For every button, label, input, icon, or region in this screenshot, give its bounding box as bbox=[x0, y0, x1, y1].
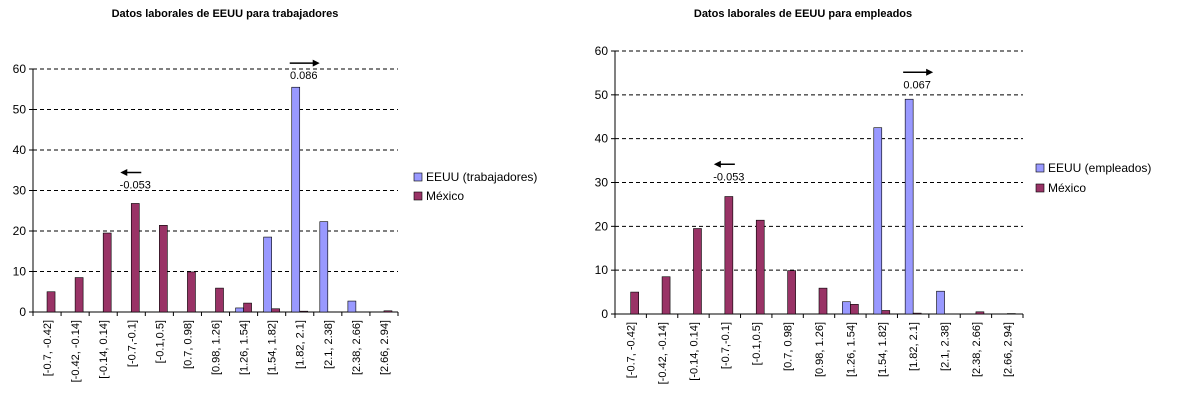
chart-trabajadores-svg: Datos laborales de EEUU para trabajadore… bbox=[13, 8, 538, 382]
bar-series-2 bbox=[46, 291, 56, 313]
y-tick-label: 30 bbox=[13, 184, 27, 198]
arrowhead-left-icon bbox=[713, 160, 721, 168]
x-tick-label: [0.7, 0.98] bbox=[783, 322, 795, 371]
bar-series-2 bbox=[850, 304, 859, 315]
x-tick-label: [-0.7, -0.42] bbox=[42, 320, 54, 376]
x-tick-label: [-0.42, -0.14] bbox=[70, 320, 82, 382]
legend-label: México bbox=[1048, 181, 1086, 195]
x-tick-label: [-0.42, -0.14] bbox=[657, 322, 669, 384]
bar-series-2 bbox=[74, 277, 84, 313]
x-tick-label: [-0.14, 0.14] bbox=[688, 322, 700, 381]
x-tick-label: [-0.14, 0.14] bbox=[98, 320, 110, 379]
chart-title: Datos laborales de EEUU para trabajadore… bbox=[112, 8, 339, 20]
x-tick-label: [-0.7,-0.1] bbox=[720, 322, 732, 369]
arrowhead-left-icon bbox=[120, 168, 128, 176]
y-tick-label: 10 bbox=[595, 263, 609, 277]
x-tick-label: [0.98, 1.26] bbox=[211, 320, 223, 375]
y-tick-label: 0 bbox=[19, 305, 26, 319]
bar-series-1 bbox=[291, 86, 301, 313]
bar-series-1 bbox=[904, 98, 914, 315]
y-tick-label: 40 bbox=[13, 143, 27, 157]
y-tick-label: 60 bbox=[595, 44, 609, 58]
y-tick-label: 20 bbox=[595, 219, 609, 233]
bar-series-2 bbox=[299, 310, 309, 313]
bar-series-2 bbox=[630, 291, 639, 315]
bar-series-2 bbox=[818, 287, 828, 315]
arrowhead-right-icon bbox=[312, 59, 320, 67]
bar-series-2 bbox=[159, 225, 168, 313]
bar-series-1 bbox=[936, 290, 945, 315]
arrowhead-right-icon bbox=[926, 68, 934, 76]
legend-label: EEUU (empleados) bbox=[1048, 161, 1151, 175]
y-tick-label: 40 bbox=[595, 132, 609, 146]
x-tick-label: [1.26, 1.54] bbox=[239, 320, 251, 375]
x-tick-label: [1.82, 2.1] bbox=[295, 320, 307, 369]
bar-series-2 bbox=[187, 271, 196, 313]
bar-series-2 bbox=[755, 219, 765, 315]
bar-series-2 bbox=[271, 308, 280, 313]
bar-series-1 bbox=[263, 236, 272, 313]
bar-series-2 bbox=[102, 232, 112, 313]
annotation-label: -0.053 bbox=[120, 179, 151, 191]
y-tick-label: 50 bbox=[13, 103, 27, 117]
bar-series-1 bbox=[842, 301, 851, 315]
x-tick-label: [2.38, 2.66] bbox=[971, 322, 983, 377]
bar-series-2 bbox=[724, 196, 734, 315]
bar-series-2 bbox=[975, 311, 985, 315]
chart-empleados-svg: Datos laborales de EEUU para empleados 0 1… bbox=[595, 8, 1152, 384]
bar-series-1 bbox=[347, 300, 357, 313]
bar-series-2 bbox=[243, 302, 252, 313]
bar-series-2 bbox=[215, 287, 224, 313]
chart-empleados: Datos laborales de EEUU para empleados 0 1… bbox=[590, 0, 1178, 405]
x-tick-label: [-0.1,0.5] bbox=[154, 320, 166, 363]
x-tick-label: [1.82, 2.1] bbox=[908, 322, 920, 371]
x-tick-label: [-0.7, -0.42] bbox=[626, 322, 638, 378]
x-tick-label: [-0.7,-0.1] bbox=[126, 320, 138, 367]
bar-series-2 bbox=[693, 228, 702, 315]
bar-series-2 bbox=[661, 276, 671, 315]
x-tick-label: [1.54, 1.82] bbox=[877, 322, 889, 377]
y-tick-label: 0 bbox=[601, 307, 608, 321]
legend-swatch bbox=[413, 172, 423, 182]
x-tick-label: [2.1, 2.38] bbox=[323, 320, 335, 369]
x-tick-label: [0.98, 1.26] bbox=[814, 322, 826, 377]
bar-series-2 bbox=[912, 312, 922, 315]
legend-swatch bbox=[1035, 163, 1045, 173]
x-tick-label: [1.26, 1.54] bbox=[845, 322, 857, 377]
x-tick-label: [2.1, 2.38] bbox=[940, 322, 952, 371]
bar-series-1 bbox=[235, 307, 244, 313]
y-tick-label: 10 bbox=[13, 265, 27, 279]
y-tick-label: 60 bbox=[13, 62, 27, 76]
x-tick-label: [2.66, 2.94] bbox=[379, 320, 391, 375]
x-tick-label: [0.7, 0.98] bbox=[182, 320, 194, 369]
x-tick-label: [1.54, 1.82] bbox=[267, 320, 279, 375]
legend-swatch bbox=[1035, 183, 1045, 193]
y-tick-label: 50 bbox=[595, 88, 609, 102]
chart-title: Datos laborales de EEUU para empleados bbox=[694, 8, 912, 20]
bar-series-2 bbox=[130, 203, 140, 313]
bar-series-2 bbox=[383, 310, 393, 313]
bar-series-2 bbox=[881, 310, 891, 315]
y-tick-label: 30 bbox=[595, 176, 609, 190]
legend-label: México bbox=[426, 189, 464, 203]
bar-series-1 bbox=[873, 127, 883, 315]
chart-trabajadores: Datos laborales de EEUU para trabajadore… bbox=[13, 8, 538, 382]
legend-swatch bbox=[413, 191, 423, 201]
annotation-label: 0.086 bbox=[290, 70, 318, 82]
legend-label: EEUU (trabajadores) bbox=[426, 170, 537, 184]
bar-series-1 bbox=[319, 221, 329, 313]
x-tick-label: [-0.1,0.5] bbox=[751, 322, 763, 365]
x-tick-label: [2.38, 2.66] bbox=[351, 320, 363, 375]
annotation-label: -0.053 bbox=[713, 171, 744, 183]
bar-series-2 bbox=[787, 270, 796, 315]
annotation-label: 0.067 bbox=[903, 79, 931, 91]
x-tick-label: [2.66, 2.94] bbox=[1002, 322, 1014, 377]
y-tick-label: 20 bbox=[13, 224, 27, 238]
